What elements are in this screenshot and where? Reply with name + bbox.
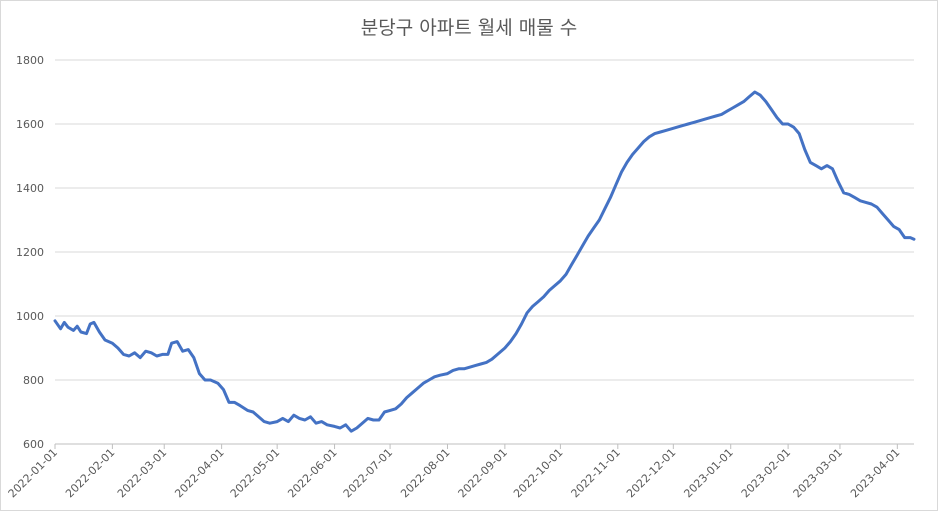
x-tick-label: 2022-05-01 xyxy=(228,446,282,500)
x-tick-label: 2022-04-01 xyxy=(172,446,226,500)
gridlines xyxy=(55,59,914,381)
x-tick-label: 2022-09-01 xyxy=(456,446,510,500)
y-tick-label: 1200 xyxy=(16,246,44,259)
x-tick-label: 2023-01-01 xyxy=(681,446,735,500)
x-tick-label: 2022-02-01 xyxy=(63,446,117,500)
series-layer xyxy=(53,90,916,433)
x-tick-label: 2022-10-01 xyxy=(511,446,565,500)
x-tick-label: 2022-07-01 xyxy=(341,446,395,500)
x-tick-label: 2022-11-01 xyxy=(569,446,623,500)
x-tick-label: 2022-01-01 xyxy=(6,446,60,500)
y-tick-label: 1400 xyxy=(16,182,44,195)
x-tick-label: 2023-03-01 xyxy=(791,446,845,500)
y-tick-label: 600 xyxy=(23,438,44,451)
x-tick-label: 2023-04-01 xyxy=(848,446,902,500)
y-tick-label: 1600 xyxy=(16,118,44,131)
x-tick-label: 2022-12-01 xyxy=(624,446,678,500)
y-tick-label: 800 xyxy=(23,374,44,387)
x-tick-label: 2022-08-01 xyxy=(398,446,452,500)
chart-title: 분당구 아파트 월세 매물 수 xyxy=(360,17,578,39)
x-tick-label: 2022-06-01 xyxy=(285,446,339,500)
x-tick-label: 2022-03-01 xyxy=(115,446,169,500)
series-line xyxy=(53,90,916,433)
x-tick-label: 2023-02-01 xyxy=(739,446,793,500)
y-tick-label: 1800 xyxy=(16,54,44,67)
y-tick-label: 1000 xyxy=(16,310,44,323)
